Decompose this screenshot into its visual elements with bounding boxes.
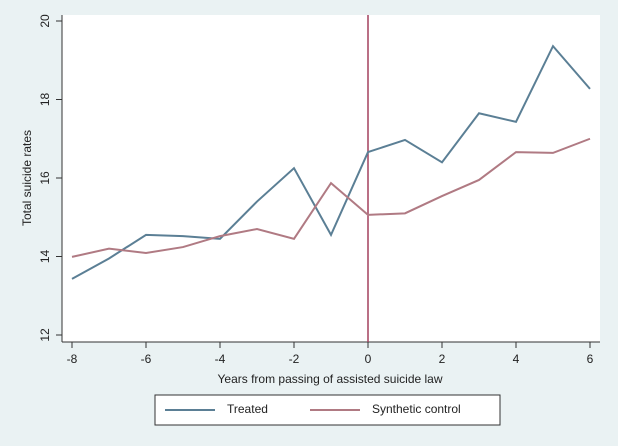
x-tick-label: 0 [365, 352, 372, 366]
y-tick-label: 14 [38, 250, 52, 264]
x-tick-label: 6 [587, 352, 594, 366]
x-tick-label: -6 [141, 352, 152, 366]
x-tick-label: -4 [215, 352, 226, 366]
plot-area [62, 15, 600, 342]
y-tick-label: 12 [38, 328, 52, 342]
x-tick-label: -2 [289, 352, 300, 366]
y-tick-label: 20 [38, 14, 52, 28]
legend-label: Synthetic control [372, 402, 461, 416]
legend-label: Treated [227, 402, 268, 416]
x-axis-title: Years from passing of assisted suicide l… [218, 372, 443, 386]
y-axis-title: Total suicide rates [20, 130, 34, 226]
x-tick-label: 4 [513, 352, 520, 366]
series-line [71, 137, 591, 258]
x-tick-label: 2 [439, 352, 446, 366]
x-tick-label: -8 [67, 352, 78, 366]
y-tick-label: 16 [38, 171, 52, 185]
series-line [71, 44, 591, 280]
y-tick-label: 18 [38, 93, 52, 107]
